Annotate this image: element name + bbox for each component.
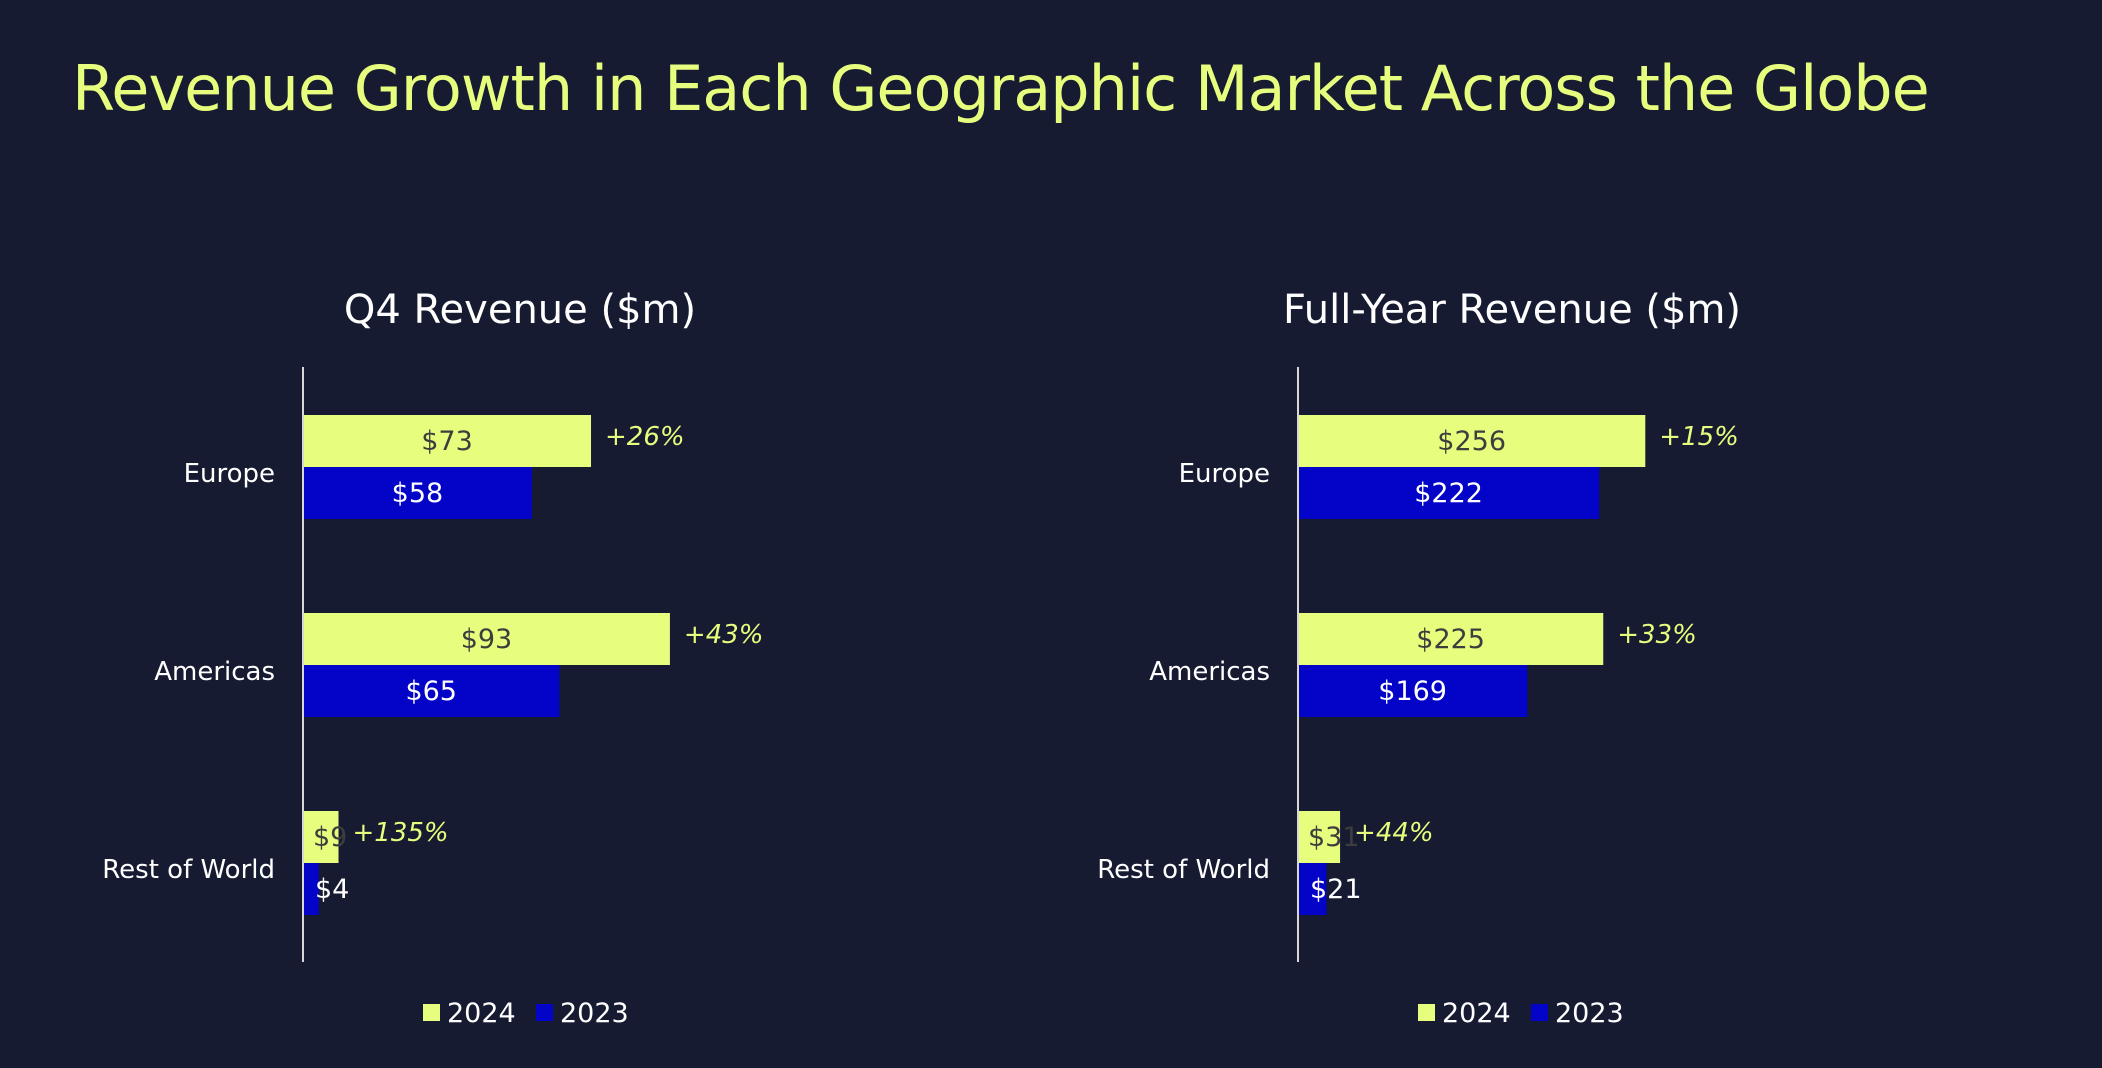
chart1-data-label-2024: $73: [421, 426, 473, 457]
chart1-data-label-2023: $65: [405, 676, 457, 707]
chart1-data-label-2024: $9: [313, 822, 347, 853]
chart2-legend-swatch-2024: [1418, 1004, 1435, 1021]
chart2-data-label-2024: $31: [1308, 822, 1360, 853]
chart1-growth-label: +135%: [353, 818, 449, 848]
chart2-bar-2024: [1298, 811, 1341, 863]
chart1-data-label-2023: $58: [392, 478, 444, 509]
chart2-bar-2024: [1298, 613, 1604, 665]
chart1-legend-label-2023: 2023: [560, 998, 629, 1029]
chart1-data-label-2024: $93: [461, 624, 513, 655]
chart2-bar-2023: [1298, 467, 1600, 519]
chart1-data-label-2023: $4: [315, 874, 349, 905]
chart2-category-label: Europe: [1179, 459, 1270, 489]
chart1-category-label: Rest of World: [102, 855, 275, 885]
chart2-bar-2024: [1298, 415, 1646, 467]
chart1-growth-label: +26%: [605, 422, 685, 452]
chart2-bar-2023: [1298, 863, 1327, 915]
chart2-data-label-2024: $256: [1437, 426, 1506, 457]
chart2-legend-label-2023: 2023: [1555, 998, 1624, 1029]
chart1-legend-label-2024: 2024: [447, 998, 516, 1029]
chart1-category-label: Americas: [154, 657, 275, 687]
chart2-data-label-2023: $21: [1310, 874, 1362, 905]
chart1-bar-2023: [303, 665, 560, 717]
chart1-bar-2023: [303, 467, 532, 519]
chart1-legend-swatch-2023: [536, 1004, 553, 1021]
chart2-data-label-2023: $169: [1378, 676, 1447, 707]
chart1-legend-swatch-2024: [423, 1004, 440, 1021]
chart2-title: Full-Year Revenue ($m): [1283, 287, 1741, 333]
chart2-growth-label: +15%: [1659, 422, 1739, 452]
chart1-growth-label: +43%: [684, 620, 764, 650]
chart2-growth-label: +44%: [1354, 818, 1434, 848]
chart1-category-label: Europe: [184, 459, 275, 489]
chart2-data-label-2023: $222: [1414, 478, 1483, 509]
chart2-growth-label: +33%: [1617, 620, 1697, 650]
page-title: Revenue Growth in Each Geographic Market…: [72, 52, 1930, 125]
chart2-legend-swatch-2023: [1531, 1004, 1548, 1021]
chart2-category-label: Rest of World: [1097, 855, 1270, 885]
chart1-bar-2024: [303, 613, 670, 665]
chart1-bar-2023: [303, 863, 319, 915]
chart1-title: Q4 Revenue ($m): [344, 287, 696, 333]
chart2-data-label-2024: $225: [1416, 624, 1485, 655]
chart2-category-label: Americas: [1149, 657, 1270, 687]
chart1-bar-2024: [303, 811, 339, 863]
chart2-legend-label-2024: 2024: [1442, 998, 1511, 1029]
chart2-bar-2023: [1298, 665, 1528, 717]
chart1-bar-2024: [303, 415, 592, 467]
